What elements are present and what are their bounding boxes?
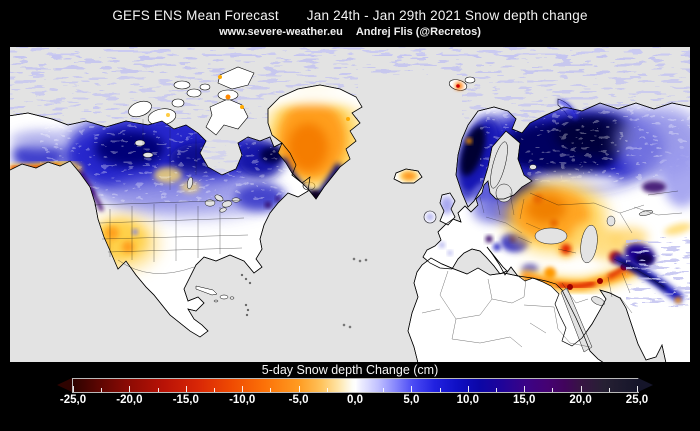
colorbar-tick-label: -5,0 [288,394,309,406]
colorbar-right-arrow [638,378,653,392]
iceland-snow-decrease-spot [399,170,419,182]
colorbar-tick-mark [467,386,469,392]
header-line-2: www.severe-weather.eu Andrej Flis (@Recr… [0,26,700,38]
colorbar-title: 5-day Snow depth Change (cm) [261,363,439,377]
map-subtitle-author: Andrej Flis (@Recretos) [355,26,481,38]
persian-gulf [591,296,605,306]
colorbar-tick-mark [383,388,385,392]
colorbar-tick-mark [298,386,300,392]
colorbar-tick-label: 20,0 [569,394,592,406]
colorbar-tick-label: 5,0 [403,394,420,406]
colorbar-tick-mark [185,386,187,392]
colorbar-tick-mark [637,386,638,392]
caribbean-islands [195,257,368,329]
black-sea [534,227,568,245]
colorbar-tick-mark [326,388,328,392]
aral-sea [606,215,616,227]
colorbar-tick-mark [157,388,159,392]
colorbar-tick-label: -10,0 [229,394,256,406]
colorbar-tick-mark [552,388,554,392]
colorbar-tick-mark [101,388,103,392]
ireland-snow-patch [426,213,434,221]
colorbar-tick-mark [73,386,74,392]
baltic-sea [490,141,508,189]
map-title: GEFS ENS Mean Forecast [112,8,279,23]
colorbar-tick-mark [214,388,215,392]
map-subtitle-url: www.severe-weather.eu [219,26,343,38]
caspian-sea [580,224,598,264]
colorbar-tick-label: -15,0 [172,394,199,406]
colorbar-tick-label: 25,0 [625,394,649,406]
colorbar-tick-label: 10,0 [456,394,479,406]
colorbar-tick-mark [524,386,526,392]
colorbar-tick-mark [439,388,441,392]
novaya-zemlya-snow-increase [557,99,578,120]
colorbar-tick-label: 15,0 [512,394,536,406]
arctic-island-snow-spots [166,75,244,117]
lakes-and-seas [134,139,654,353]
colorbar-tick-mark [496,388,497,392]
colorbar-left-arrow [57,378,72,392]
header-line-1: GEFS ENS Mean Forecast Jan 24th - Jan 29… [0,8,700,23]
colorbar-tick-label: -20,0 [116,394,143,406]
world-map-svg [1,47,692,364]
colorbar-tick-label: 0,0 [347,394,363,406]
colorbar-tick-mark [242,386,244,392]
colorbar-tick-mark [411,386,413,392]
colorbar-tick-mark [355,386,356,392]
colorbar-tick-label: -25,0 [59,394,87,406]
colorbar-tick-mark [270,388,272,392]
colorbar-tick-mark [129,386,131,392]
map-date-range: Jan 24th - Jan 29th 2021 Snow depth chan… [306,8,588,23]
svalbard-red-core [456,84,460,88]
snow-depth-map [1,47,692,364]
colorbar-tick-mark [608,388,610,392]
colorbar-tick-mark [580,386,582,392]
